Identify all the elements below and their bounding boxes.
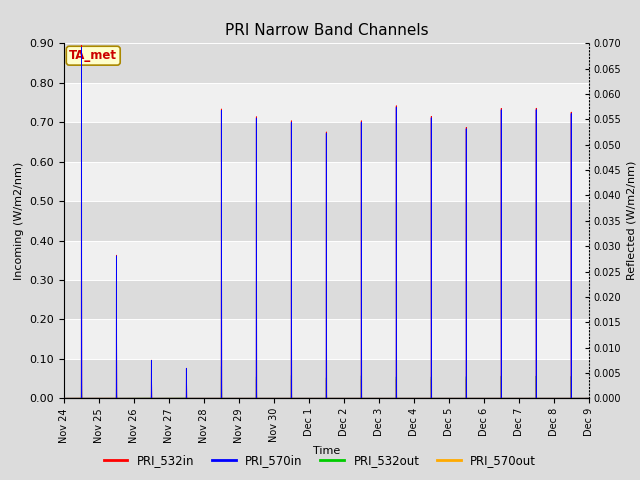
Text: TA_met: TA_met [69, 49, 117, 62]
X-axis label: Time: Time [313, 445, 340, 456]
Bar [64, 43, 589, 83]
Bar [64, 280, 589, 320]
Bar [64, 122, 589, 162]
Y-axis label: Reflected (W/m2/nm): Reflected (W/m2/nm) [627, 161, 637, 280]
Bar [64, 359, 589, 398]
Bar [64, 201, 589, 240]
Legend: PRI_532in, PRI_570in, PRI_532out, PRI_570out: PRI_532in, PRI_570in, PRI_532out, PRI_57… [99, 449, 541, 472]
Title: PRI Narrow Band Channels: PRI Narrow Band Channels [225, 23, 428, 38]
Y-axis label: Incoming (W/m2/nm): Incoming (W/m2/nm) [14, 162, 24, 280]
